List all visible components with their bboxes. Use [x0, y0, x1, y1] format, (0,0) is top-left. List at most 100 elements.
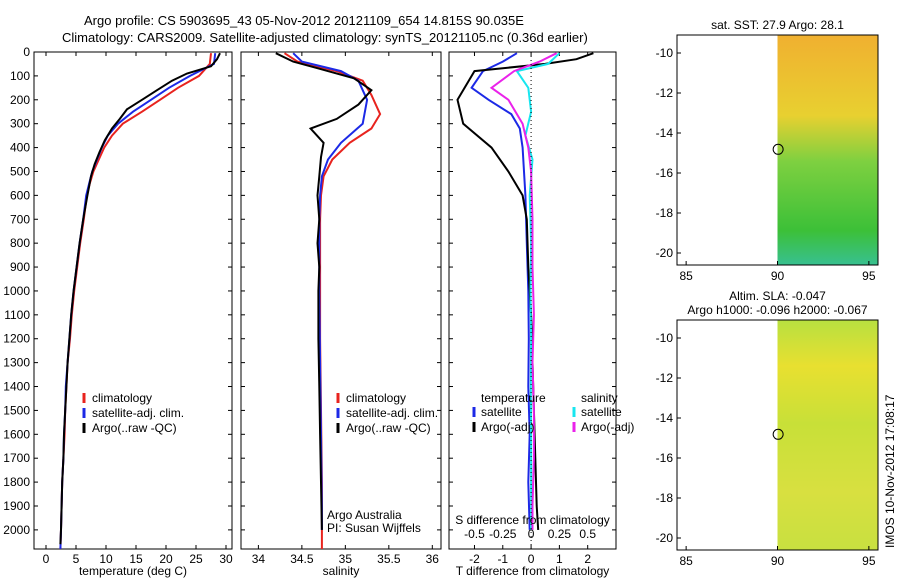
- x-tick-label: 95: [862, 269, 876, 283]
- legend-entry: satellite: [581, 405, 622, 419]
- y-tick-label: -12: [656, 371, 674, 385]
- y-tick-label: 600: [10, 188, 30, 202]
- y-tick-label: 1300: [3, 356, 30, 370]
- x-tick-label: 36: [426, 552, 440, 566]
- x-tick-label: 34: [252, 552, 266, 566]
- y-tick-label: -16: [656, 451, 674, 465]
- series-line-1: [59, 53, 217, 550]
- legend-entry: climatology: [92, 391, 152, 405]
- x-tick-label: 90: [771, 554, 785, 568]
- series-line-0: [283, 52, 382, 549]
- y-tick-label: 1700: [3, 451, 30, 465]
- y-tick-label: 100: [10, 69, 30, 83]
- series-line-0: [59, 53, 212, 550]
- legend-entry: climatology: [346, 391, 406, 405]
- series-line-2: [275, 52, 373, 530]
- x2-tick-label: -0.25: [489, 527, 517, 541]
- series-line-3: [489, 52, 558, 530]
- heatmap-field: [777, 320, 878, 550]
- y-tick-label: -16: [656, 166, 674, 180]
- x-tick-label: -2: [469, 552, 480, 566]
- y-tick-label: 1200: [3, 332, 30, 346]
- y-tick-label: 1500: [3, 403, 30, 417]
- legend-entry: satellite-adj. clim.: [346, 406, 438, 420]
- y-tick-label: 300: [10, 117, 30, 131]
- y-tick-label: 500: [10, 164, 30, 178]
- y-tick-label: -20: [656, 531, 674, 545]
- y-tick-label: -18: [656, 491, 674, 505]
- legend-entry: Argo(..raw -QC): [92, 421, 177, 435]
- argo-location-marker: [772, 143, 784, 155]
- map-title: Altim. SLA: -0.047: [729, 289, 826, 303]
- plot-frame: [448, 51, 617, 550]
- panel-difference: -2 -1 0 1 2T difference from climatology -0.5…: [448, 51, 634, 578]
- timestamp-stamp: IMOS 10-Nov-2012 17:08:17: [883, 394, 897, 548]
- y-tick-label: -20: [656, 246, 674, 260]
- annotation-line2: PI: Susan Wijffels: [327, 521, 421, 535]
- x-tick-label: 0: [43, 552, 50, 566]
- y-tick-label: -12: [656, 86, 674, 100]
- y-tick-label: 1800: [3, 475, 30, 489]
- y-tick-label: 800: [10, 236, 30, 250]
- y-tick-label: 200: [10, 93, 30, 107]
- x2-tick-label: 0.5: [579, 527, 596, 541]
- y-tick-label: 1000: [3, 284, 30, 298]
- x-tick-label: -1: [497, 552, 508, 566]
- x2-axis-label: S difference from climatology: [455, 513, 610, 527]
- x-tick-label: 95: [862, 554, 876, 568]
- series-line-2: [515, 52, 561, 530]
- x-tick-label: 85: [679, 554, 693, 568]
- x-tick-label: 5: [73, 552, 80, 566]
- heatmap-field: [777, 35, 878, 265]
- y-tick-label: -10: [656, 46, 674, 60]
- x-tick-label: 35: [339, 552, 353, 566]
- figure-title-line2: Climatology: CARS2009. Satellite-adjuste…: [62, 30, 588, 45]
- x-tick-label: 1: [556, 552, 563, 566]
- x-tick-label: 34.5: [290, 552, 314, 566]
- x-tick-label: 15: [129, 552, 143, 566]
- y-tick-label: 1600: [3, 427, 30, 441]
- y-tick-label: 0: [23, 45, 30, 59]
- legend-t-header: temperature: [481, 391, 546, 405]
- legend-entry: Argo(-adj): [581, 420, 634, 434]
- x-tick-label: 85: [679, 269, 693, 283]
- x-tick-label: 30: [219, 552, 233, 566]
- x2-tick-label: 0: [528, 527, 535, 541]
- legend-entry: satellite-adj. clim.: [92, 406, 184, 420]
- y-tick-label: -14: [656, 126, 674, 140]
- y-tick-label: 400: [10, 141, 30, 155]
- x-tick-label: 0: [528, 552, 535, 566]
- series-line-0: [470, 52, 531, 530]
- legend-s-header: salinity: [581, 391, 618, 405]
- x-tick-label: 35.5: [377, 552, 401, 566]
- series-line-1: [292, 52, 369, 530]
- panel-salinity: 34 34.5 35 35.5 36 salinity climatologysatelli…: [240, 51, 442, 578]
- y-tick-label: 1900: [3, 499, 30, 513]
- panel-sst_map: 85 90 95 -10 -12 -14 -16 -18 -20 sat. SST: 27.9 A…: [656, 18, 879, 283]
- x-tick-label: 90: [771, 269, 785, 283]
- x-axis-label: temperature (deg C): [79, 564, 187, 578]
- series-line-2: [59, 52, 221, 545]
- y-tick-label: 700: [10, 212, 30, 226]
- x-tick-label: 20: [159, 552, 173, 566]
- x-axis-label: T difference from climatology: [456, 564, 610, 578]
- y-tick-label: -14: [656, 411, 674, 425]
- y-tick-label: -18: [656, 206, 674, 220]
- y-tick-label: 2000: [3, 523, 30, 537]
- x-tick-label: 10: [99, 552, 113, 566]
- y-tick-label: -10: [656, 331, 674, 345]
- legend-entry: satellite: [481, 405, 522, 419]
- y-tick-label: 900: [10, 260, 30, 274]
- x2-tick-label: 0.25: [548, 527, 572, 541]
- series-line-1: [456, 52, 594, 530]
- map-title: Argo h1000: -0.096 h2000: -0.067: [687, 303, 867, 317]
- map-title: sat. SST: 27.9 Argo: 28.1: [711, 18, 844, 32]
- y-tick-label: 1100: [4, 308, 30, 322]
- x-tick-label: 2: [584, 552, 591, 566]
- x2-tick-label: -0.5: [464, 527, 485, 541]
- legend-entry: Argo(..raw -QC): [346, 421, 431, 435]
- x-axis-label: salinity: [323, 564, 360, 578]
- legend-entry: Argo(-adj): [481, 420, 534, 434]
- x-tick-label: 25: [189, 552, 203, 566]
